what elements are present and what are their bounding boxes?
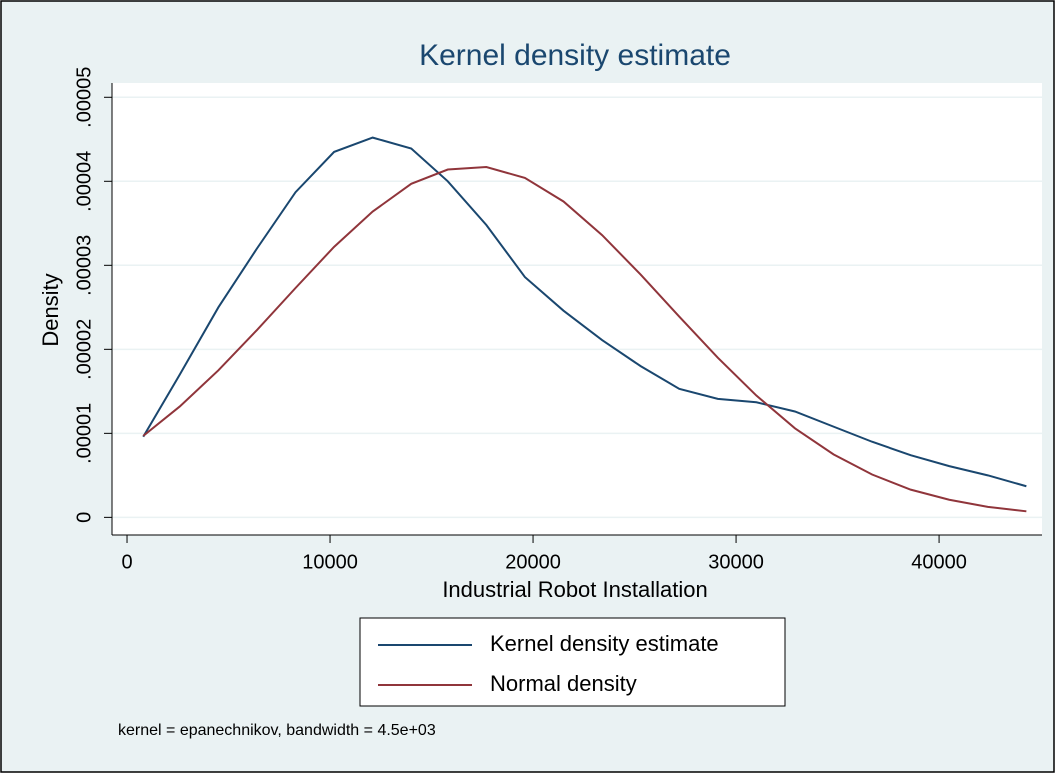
legend	[359, 617, 786, 707]
y-tick-label: .00005	[73, 67, 95, 128]
x-tick-label: 10000	[302, 551, 358, 573]
plot-area	[112, 83, 1042, 535]
legend-label: Normal density	[490, 671, 637, 696]
y-axis-label: Density	[38, 273, 63, 346]
x-tick-label: 20000	[505, 551, 561, 573]
legend-label: Kernel density estimate	[490, 631, 719, 656]
chart-title: Kernel density estimate	[419, 39, 731, 72]
x-tick-label: 30000	[708, 551, 764, 573]
y-tick-label: .00001	[73, 403, 95, 464]
line-series	[142, 166, 1027, 513]
x-tick-label: 40000	[911, 551, 967, 573]
note: kernel = epanechnikov, bandwidth = 4.5e+…	[118, 722, 436, 739]
y-tick-label: 0	[73, 512, 95, 523]
x-tick-label: 0	[121, 551, 132, 573]
y-tick-label: .00004	[73, 151, 95, 212]
line-series	[142, 136, 1027, 488]
x-axis-label: Industrial Robot Installation	[442, 577, 707, 602]
y-tick-label: .00002	[73, 319, 95, 380]
y-tick-label: .00003	[73, 235, 95, 296]
